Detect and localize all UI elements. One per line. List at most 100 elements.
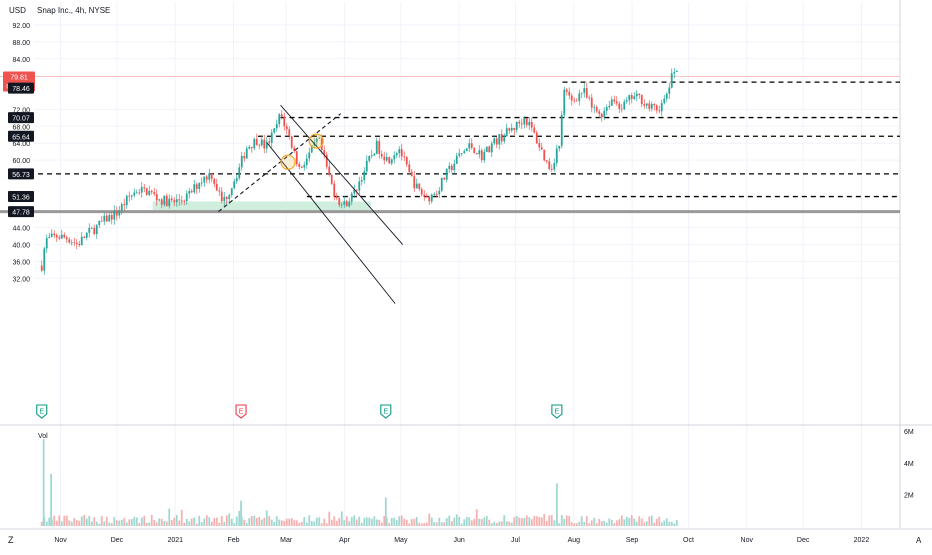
volume-bar bbox=[563, 518, 566, 526]
candle-body bbox=[148, 190, 151, 196]
candle-body bbox=[443, 177, 446, 180]
volume-spike bbox=[240, 500, 242, 526]
current-price-value: 79.81 bbox=[10, 74, 28, 81]
candle-body bbox=[423, 194, 426, 197]
time-tick-label: Dec bbox=[797, 537, 810, 544]
candle-body bbox=[525, 118, 528, 126]
volume-bar bbox=[360, 522, 363, 526]
volume-bar bbox=[355, 519, 358, 526]
volume-bar bbox=[293, 520, 296, 526]
earnings-marker bbox=[380, 404, 392, 419]
candle-body bbox=[290, 136, 293, 148]
volume-bar bbox=[390, 517, 393, 526]
volume-bar bbox=[533, 515, 536, 526]
candle-body bbox=[225, 196, 228, 200]
candle-body bbox=[310, 145, 313, 153]
volume-bar bbox=[465, 516, 468, 526]
chart-header: USD Snap Inc., 4h, NYSE bbox=[9, 6, 110, 15]
candle-body bbox=[373, 153, 376, 156]
volume-bar bbox=[470, 520, 473, 526]
volume-bar bbox=[595, 523, 598, 526]
volume-bar bbox=[273, 521, 276, 526]
candle-body bbox=[418, 183, 421, 189]
candle-body bbox=[193, 184, 196, 193]
level-badge-value: 56.73 bbox=[12, 172, 30, 179]
volume-bar bbox=[110, 523, 113, 526]
candle-body bbox=[405, 157, 408, 165]
volume-bar bbox=[598, 518, 601, 526]
candle-body bbox=[460, 153, 463, 154]
volume-bar bbox=[53, 515, 56, 526]
volume-bar bbox=[585, 516, 588, 526]
volume-bar bbox=[338, 518, 341, 526]
candle-body bbox=[55, 235, 58, 238]
volume-bar bbox=[93, 517, 96, 526]
candle-body bbox=[543, 149, 546, 161]
level-badge bbox=[8, 130, 34, 142]
volume-bar bbox=[88, 515, 91, 526]
time-tick-label: Dec bbox=[111, 537, 124, 544]
volume-bar bbox=[215, 517, 218, 526]
price-tick-label: 36.00 bbox=[12, 259, 30, 266]
volume-bar bbox=[370, 518, 373, 526]
candle-body bbox=[353, 189, 356, 194]
candle-body bbox=[640, 95, 643, 105]
volume-bar bbox=[408, 523, 411, 526]
volume-bar bbox=[340, 511, 343, 526]
volume-bar bbox=[495, 522, 498, 526]
time-tick-label: Jul bbox=[511, 537, 520, 544]
volume-bar bbox=[675, 519, 678, 526]
z-icon: Z bbox=[8, 535, 14, 545]
volume-bar bbox=[105, 516, 108, 526]
volume-bar bbox=[73, 518, 76, 526]
volume-bar bbox=[653, 522, 656, 526]
volume-bar bbox=[175, 515, 178, 526]
candle-body bbox=[230, 188, 233, 196]
time-tick-label: Feb bbox=[227, 537, 239, 544]
candle-body bbox=[623, 101, 626, 110]
candle-body bbox=[613, 99, 616, 102]
candle-body bbox=[608, 105, 611, 108]
candle-body bbox=[160, 199, 163, 205]
candle-body bbox=[60, 234, 63, 239]
symbol-title[interactable]: Snap Inc., 4h, NYSE bbox=[37, 6, 110, 15]
volume-bar bbox=[490, 523, 493, 526]
candle-body bbox=[138, 192, 141, 194]
candle-body bbox=[655, 105, 658, 111]
candle-body bbox=[170, 198, 173, 201]
volume-bar bbox=[648, 516, 651, 526]
candle-body bbox=[385, 157, 388, 161]
candle-body bbox=[283, 116, 286, 127]
volume-bar bbox=[393, 517, 396, 526]
price-tick-label: 92.00 bbox=[12, 23, 30, 30]
volume-bar bbox=[178, 520, 181, 526]
volume-bar bbox=[655, 518, 658, 526]
volume-bar bbox=[398, 516, 401, 526]
candle-body bbox=[370, 155, 373, 157]
volume-bar bbox=[283, 521, 286, 526]
volume-bar bbox=[255, 518, 258, 526]
earnings-marker bbox=[36, 404, 48, 419]
candle-body bbox=[195, 184, 198, 189]
support-zone bbox=[152, 201, 371, 212]
candle-body bbox=[263, 139, 266, 149]
volume-bar bbox=[45, 521, 48, 526]
volume-bar bbox=[493, 521, 496, 526]
volume-bar bbox=[570, 522, 573, 526]
volume-bar bbox=[305, 522, 308, 526]
volume-bar bbox=[608, 518, 611, 526]
volume-bar bbox=[650, 515, 653, 526]
candle-body bbox=[358, 181, 361, 191]
volume-bar bbox=[258, 517, 261, 526]
candle-body bbox=[323, 150, 326, 155]
candle-body bbox=[180, 200, 183, 202]
candle-body bbox=[305, 158, 308, 165]
volume-bar bbox=[308, 515, 311, 526]
candle-body bbox=[675, 70, 678, 72]
volume-bar bbox=[670, 521, 673, 526]
volume-bar bbox=[468, 517, 471, 526]
volume-bar bbox=[575, 523, 578, 526]
time-tick-label: Nov bbox=[54, 537, 67, 544]
